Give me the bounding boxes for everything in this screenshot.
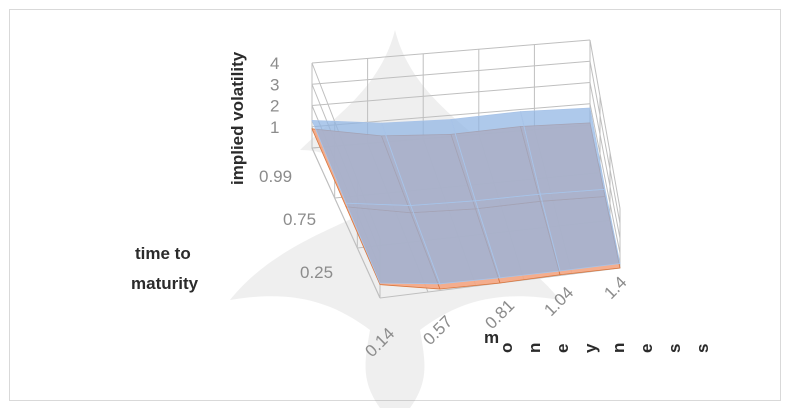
back-wall-gridline <box>311 39 591 64</box>
side-wall-gridline <box>589 82 621 239</box>
y-tick-label: 0.99 <box>259 167 292 186</box>
z-tick-label: 2 <box>270 97 279 116</box>
x-axis-title-letter: n <box>525 343 544 353</box>
y-axis-title-line2: maturity <box>131 274 199 293</box>
back-wall-gridline <box>311 82 591 106</box>
side-wall-gridline <box>589 39 621 209</box>
z-tick-label: 1 <box>270 118 279 137</box>
back-wall-gridline <box>311 60 591 85</box>
z-axis-title: implied volatility <box>228 51 247 185</box>
surface-patch-series-2 <box>519 107 606 195</box>
y-tick-label: 0.25 <box>300 263 333 282</box>
y-tick-label: 0.75 <box>283 210 316 229</box>
x-axis-title-letter: s <box>665 344 684 353</box>
x-axis-title-letter: y <box>581 343 600 353</box>
side-wall-gridline <box>589 103 621 254</box>
x-axis-title-letter: e <box>553 344 572 353</box>
z-tick-label: 3 <box>270 75 279 94</box>
surface-plot <box>311 107 621 290</box>
x-tick-label: 1.4 <box>600 273 630 303</box>
x-axis-title-letter: m <box>484 328 499 347</box>
y-axis-title-line1: time to <box>135 244 191 263</box>
x-axis-title-letter: s <box>693 344 712 353</box>
x-axis-title-letter: o <box>497 343 516 353</box>
side-wall-gridline <box>589 61 621 224</box>
floor-gridline <box>311 147 381 299</box>
z-tick-label: 4 <box>270 54 279 73</box>
x-axis-title-letter: e <box>637 344 656 353</box>
x-axis-title-letter: n <box>609 343 628 353</box>
